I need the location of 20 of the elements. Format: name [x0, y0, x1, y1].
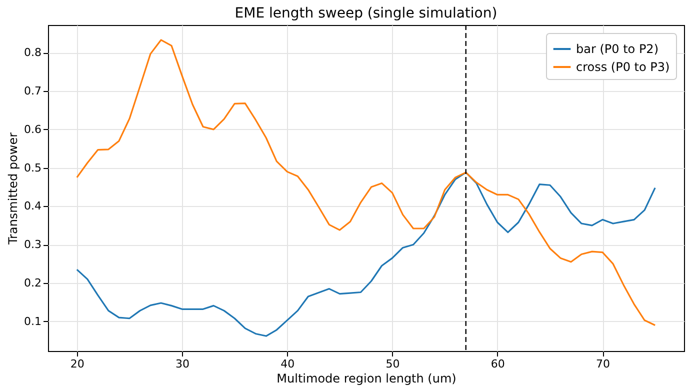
x-tick-label: 70 [596, 358, 610, 370]
chart-title: EME length sweep (single simulation) [234, 5, 498, 22]
x-tick-label: 60 [490, 358, 505, 370]
y-tick-label: 0.8 [24, 46, 42, 60]
x-tick-label: 20 [70, 358, 84, 370]
y-tick-label: 0.6 [24, 122, 42, 136]
y-tick-label: 0.4 [24, 200, 42, 213]
y-tick-label: 0.2 [24, 276, 42, 290]
x-tick-label: 50 [386, 358, 400, 370]
legend-label: bar (P0 to P2) [576, 42, 658, 56]
x-axis-title: Multimode region length (um) [276, 372, 456, 386]
y-tick-label: 0.5 [24, 161, 42, 174]
y-tick-label: 0.7 [24, 84, 42, 98]
line-series [76, 172, 656, 337]
x-tick-label: 40 [280, 358, 295, 370]
y-tick-label: 0.3 [24, 238, 42, 252]
y-axis-title: Transmitted power [6, 132, 20, 246]
y-tick-label: 0.1 [24, 314, 42, 328]
legend-label: cross (P0 to P3) [576, 60, 670, 74]
x-tick-label: 30 [176, 358, 190, 370]
